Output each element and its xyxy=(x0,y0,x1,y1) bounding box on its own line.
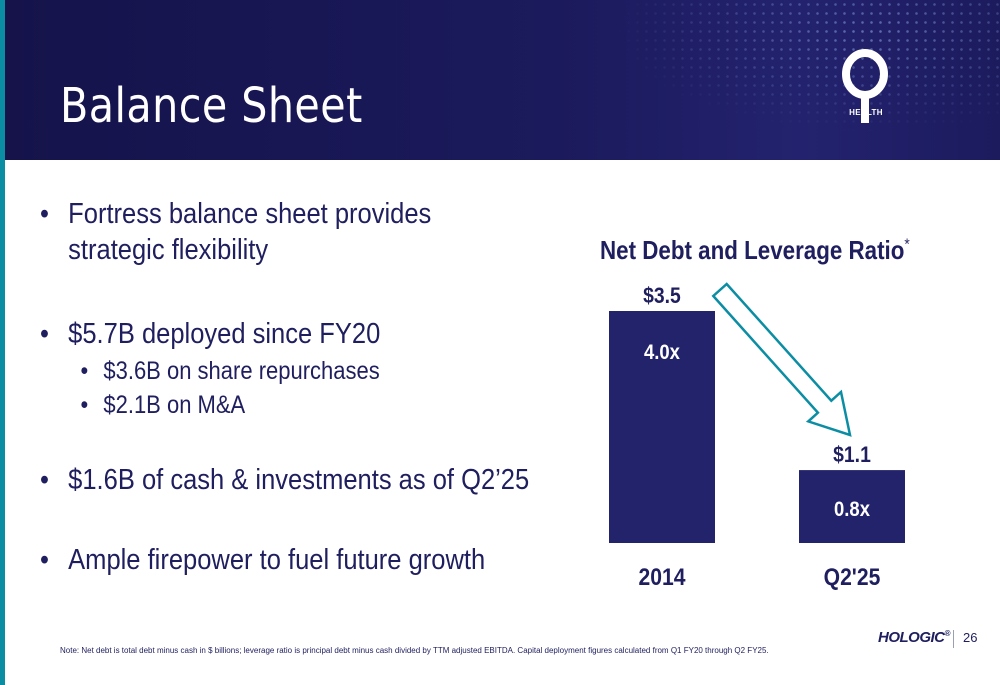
chart-title-marker: * xyxy=(904,236,910,254)
bullet-item: • $1.6B of cash & investments as of Q2’25 xyxy=(40,462,580,542)
bar-ratio-label: 0.8x xyxy=(834,498,870,521)
left-accent-bar xyxy=(0,0,5,685)
x-tick-label: 2014 xyxy=(639,564,686,591)
health-logo-text: HEALTH xyxy=(849,108,883,117)
sub-bullet-line: • $2.1B on M&A xyxy=(80,391,246,419)
bullet-item: • Fortress balance sheet provides xyxy=(40,196,580,232)
footnote: Note: Net debt is total debt minus cash … xyxy=(60,646,769,655)
bar-ratio-label: 4.0x xyxy=(644,341,680,364)
bullet-list: • Fortress balance sheet provides strateg… xyxy=(40,196,580,578)
bullet-item: • $5.7B deployed since FY20 xyxy=(40,316,580,354)
health-logo-icon xyxy=(842,49,888,123)
bar xyxy=(799,470,905,543)
brand-trademark: ® xyxy=(944,629,951,638)
decline-arrow-icon xyxy=(711,282,852,437)
hologic-logo: HOLOGIC® xyxy=(878,629,950,646)
bullet-line: • $5.7B deployed since FY20 xyxy=(40,318,381,350)
sub-bullet-item: • $3.6B on share repurchases xyxy=(40,354,580,388)
chart-plot-area: $3.5 4.0x 2014 $1.1 0.8x Q2'25 xyxy=(609,282,905,591)
bullet-item: • Ample firepower to fuel future growth xyxy=(40,542,580,578)
header-dot-pattern xyxy=(480,0,1000,160)
bar-value-label: $3.5 xyxy=(643,284,681,308)
bar xyxy=(609,311,715,543)
header-banner: Balance Sheet HEALTH xyxy=(5,0,1000,160)
bullet-line: strategic flexibility xyxy=(68,234,269,266)
sub-bullet-line: • $3.6B on share repurchases xyxy=(80,357,380,385)
page-number: 26 xyxy=(963,630,978,645)
bullet-line: • $1.6B of cash & investments as of Q2’25 xyxy=(40,464,530,496)
chart-title: Net Debt and Leverage Ratio* xyxy=(600,235,910,265)
x-tick-label: Q2'25 xyxy=(824,564,881,591)
bullet-item-continuation: strategic flexibility xyxy=(40,232,580,268)
page-title: Balance Sheet xyxy=(60,78,363,134)
footer-divider xyxy=(953,630,954,648)
bullet-line: • Ample firepower to fuel future growth xyxy=(40,544,486,576)
bullet-line: • Fortress balance sheet provides xyxy=(40,198,432,230)
sub-bullet-item: • $2.1B on M&A xyxy=(40,388,580,422)
bar-value-label: $1.1 xyxy=(833,443,871,467)
net-debt-chart: Net Debt and Leverage Ratio* $3.5 4.0x 201… xyxy=(580,225,940,605)
